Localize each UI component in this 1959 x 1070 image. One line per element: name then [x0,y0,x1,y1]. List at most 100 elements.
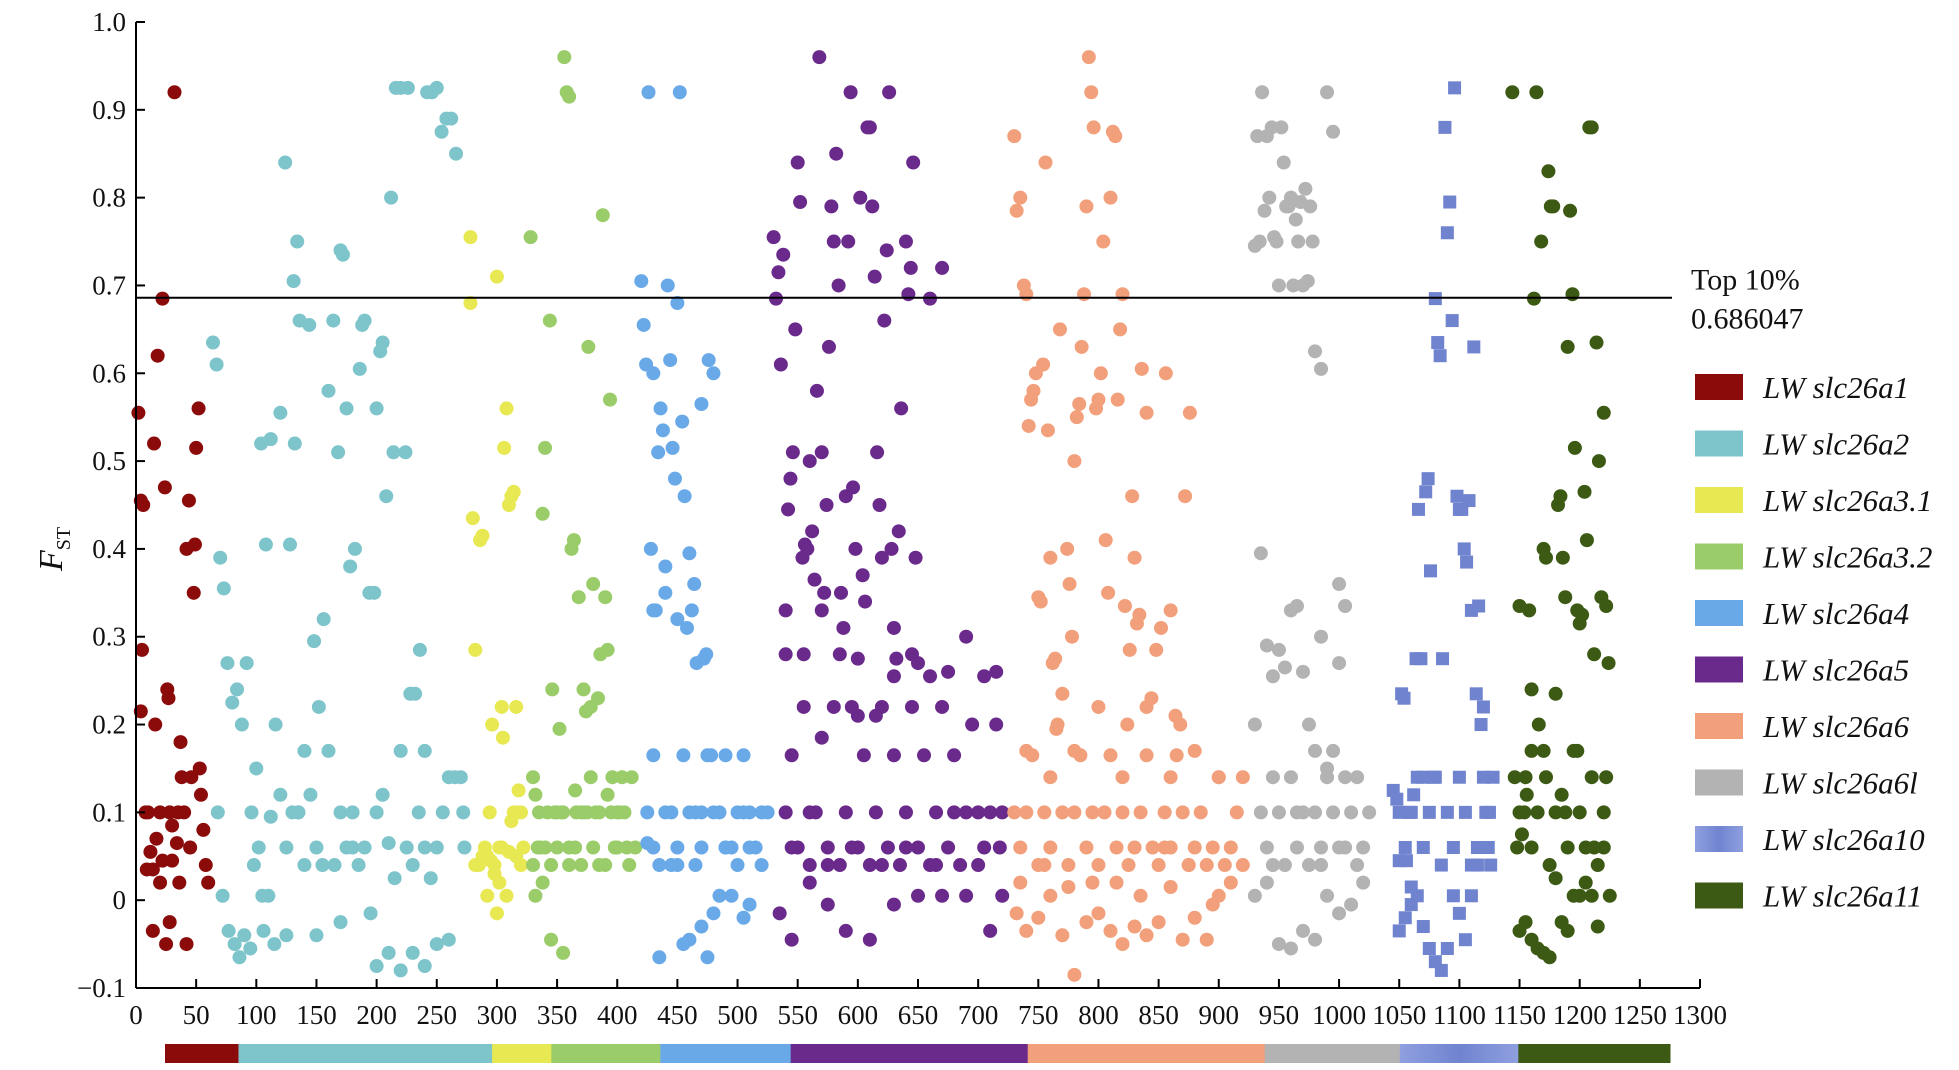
data-point [286,274,301,289]
data-point [1397,691,1411,705]
data-point [850,651,865,666]
data-point [196,822,211,837]
data-point [1253,805,1268,820]
data-point [1560,923,1575,938]
data-point [1067,967,1082,982]
data-point [1530,805,1545,820]
legend-label: LW slc26a4 [1762,596,1909,631]
data-point [556,945,571,960]
data-point [802,858,817,873]
data-point [495,730,510,745]
data-point [239,656,254,671]
data-point [923,669,938,684]
data-point [1007,805,1022,820]
data-point [586,577,601,592]
data-point [1314,858,1329,873]
data-point [641,85,656,100]
data-point [615,770,630,785]
data-point [1560,840,1575,855]
data-point [929,805,944,820]
x-tick-label: 0 [129,1000,143,1030]
data-point [1302,858,1316,873]
data-point [977,669,992,684]
data-point [894,401,909,416]
data-point [1264,120,1279,135]
data-point [556,805,571,820]
data-point [971,858,986,873]
data-point [1247,717,1262,732]
data-point [1103,748,1118,763]
data-point [889,651,904,666]
data-point [1338,598,1353,613]
data-point [843,85,858,100]
data-point [622,858,637,873]
data-point [297,858,312,873]
data-point [1433,349,1447,363]
data-point [817,585,832,600]
data-point [1109,875,1124,890]
data-point [511,783,526,798]
data-point [1326,124,1341,139]
data-point [724,888,739,903]
x-tick-label: 950 [1259,1000,1300,1030]
data-point [1043,840,1058,855]
data-point [1424,564,1438,578]
data-point [1013,840,1028,855]
data-point [850,708,865,723]
data-point [369,805,384,820]
data-point [903,260,918,275]
data-point [1115,805,1130,820]
data-point [1110,392,1125,407]
data-point [796,647,811,662]
data-point [1007,129,1022,144]
data-point [1097,805,1112,820]
data-point [1229,805,1244,820]
data-point [155,853,170,868]
data-point [1085,875,1100,890]
data-point [1558,805,1573,820]
region-segment [660,1044,792,1063]
data-point [1524,743,1539,758]
data-point [315,858,330,873]
data-point [700,950,715,965]
data-point [393,963,408,978]
data-point [1392,805,1406,819]
data-point [347,541,362,556]
x-tick-label: 450 [657,1000,698,1030]
data-point [1522,603,1537,618]
data-point [586,840,601,855]
data-point [173,735,188,750]
data-point [1175,805,1190,820]
data-point [339,401,354,416]
data-point [133,704,148,719]
data-point [181,493,196,508]
data-point [1262,190,1277,205]
data-point [1052,322,1067,337]
data-point [784,840,799,855]
data-point [1548,686,1563,701]
data-point [983,923,998,938]
x-tick-label: 700 [958,1000,999,1030]
data-point [463,296,478,311]
data-point [475,528,490,543]
data-point [562,840,577,855]
data-point [183,840,198,855]
data-point [778,603,793,618]
data-point [646,366,661,381]
data-point [781,502,796,517]
x-tick-label: 550 [777,1000,818,1030]
data-point [307,634,322,649]
data-point [694,397,709,412]
data-point [590,691,605,706]
data-point [935,699,950,714]
data-point [844,840,859,855]
data-point [877,313,892,328]
data-point [303,787,318,802]
data-point [1445,314,1459,328]
y-tick-label: 0.4 [92,534,126,564]
data-point [1223,875,1238,890]
data-point [831,278,846,293]
data-point [800,541,815,556]
data-point [1484,858,1498,872]
